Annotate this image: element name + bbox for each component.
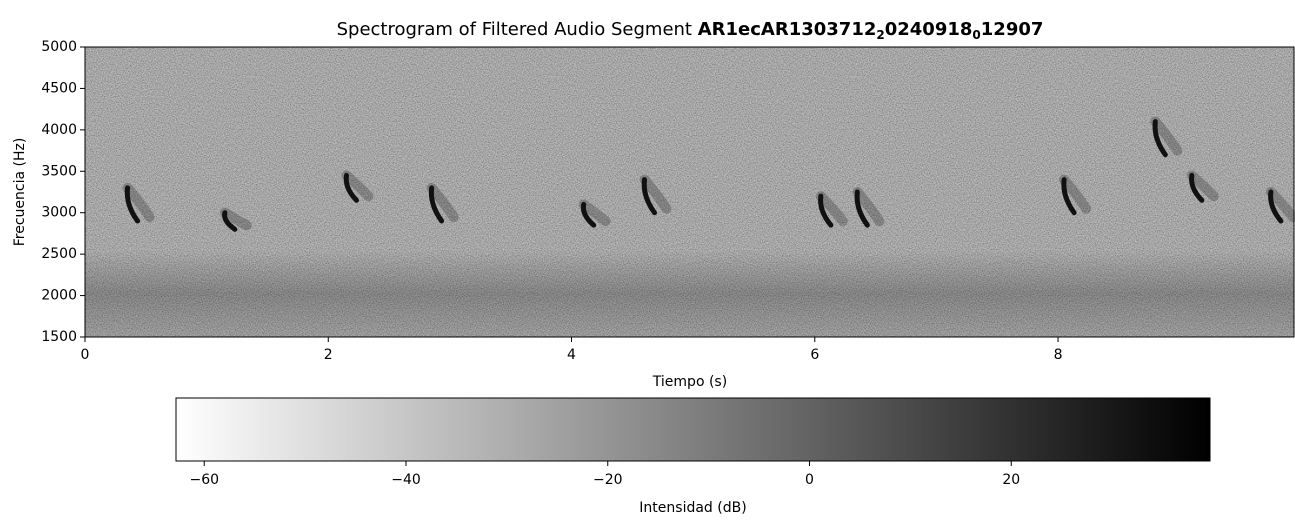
call-shadow bbox=[1265, 187, 1295, 222]
call-shadow bbox=[1059, 174, 1092, 214]
call-shadow bbox=[578, 199, 611, 227]
spectrogram-lowband bbox=[85, 250, 1294, 337]
y-tick-label: 2500 bbox=[41, 246, 77, 262]
y-tick-label: 2000 bbox=[41, 288, 77, 304]
x-tick-label: 6 bbox=[810, 347, 819, 363]
call bbox=[1061, 177, 1077, 216]
segment-id: 12907 bbox=[981, 19, 1044, 40]
call bbox=[580, 201, 597, 228]
call bbox=[343, 172, 360, 203]
call-shadow bbox=[639, 174, 672, 214]
y-tick-label: 3000 bbox=[41, 205, 77, 221]
x-tick-label: 2 bbox=[324, 347, 333, 363]
call bbox=[222, 210, 238, 232]
colorbar-tick-label: −60 bbox=[189, 472, 219, 488]
call bbox=[428, 185, 445, 224]
y-axis-label: Frecuencia (Hz) bbox=[12, 138, 28, 247]
call-shadow bbox=[426, 182, 459, 222]
chart-title: Spectrogram of Filtered Audio Segment AR… bbox=[337, 19, 1044, 42]
segment-id: 2 bbox=[876, 28, 884, 42]
colorbar-tick-label: −40 bbox=[391, 472, 421, 488]
x-tick-label: 4 bbox=[567, 347, 576, 363]
call bbox=[641, 177, 657, 216]
x-tick-label: 0 bbox=[81, 347, 90, 363]
colorbar-tick-label: −20 bbox=[593, 472, 623, 488]
x-tick-label: 8 bbox=[1054, 347, 1063, 363]
y-tick-label: 1500 bbox=[41, 329, 77, 345]
segment-id: 0240918 bbox=[885, 19, 973, 40]
call-shadow bbox=[815, 191, 848, 227]
call bbox=[1268, 189, 1284, 224]
colorbar bbox=[175, 397, 1211, 462]
call-shadow bbox=[852, 187, 885, 227]
colorbar-label: Intensidad (dB) bbox=[639, 500, 746, 516]
call-shadow bbox=[1150, 116, 1183, 156]
call-shadow bbox=[122, 182, 155, 222]
segment-id: 0 bbox=[972, 28, 980, 42]
call bbox=[1152, 119, 1168, 158]
call bbox=[1189, 172, 1205, 203]
y-tick-label: 4000 bbox=[41, 122, 77, 138]
y-tick-label: 5000 bbox=[41, 39, 77, 55]
y-tick-label: 4500 bbox=[41, 80, 77, 96]
call-shadow bbox=[341, 170, 374, 202]
call bbox=[124, 185, 141, 224]
call-shadow bbox=[1186, 170, 1219, 202]
call bbox=[818, 193, 834, 228]
colorbar-tick-label: 20 bbox=[1002, 472, 1020, 488]
colorbar-tick-label: 0 bbox=[805, 472, 814, 488]
y-tick-label: 3500 bbox=[41, 163, 77, 179]
x-axis-label: Tiempo (s) bbox=[652, 374, 727, 390]
call bbox=[854, 189, 870, 228]
title-text: Spectrogram of Filtered Audio Segment bbox=[337, 19, 692, 40]
segment-id: AR1ecAR1303712 bbox=[698, 19, 877, 40]
plot-frame bbox=[84, 46, 1295, 338]
